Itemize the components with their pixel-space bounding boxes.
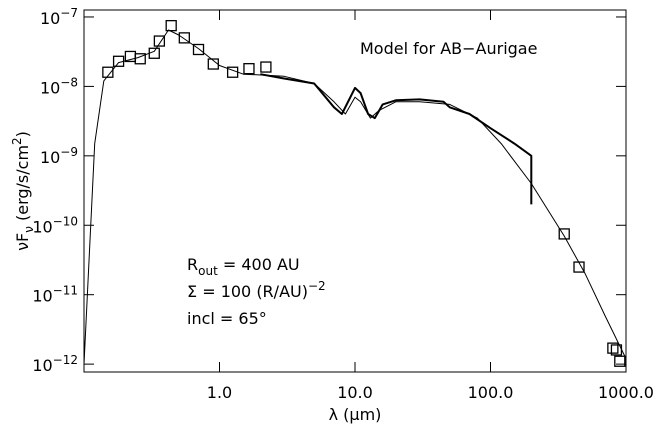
data-point xyxy=(207,58,219,70)
y-tick-label: 10−11​ xyxy=(32,284,78,306)
x-tick-label: 10.0 xyxy=(337,383,373,402)
annotation: incl = 65° xyxy=(187,309,267,328)
data-point xyxy=(558,228,570,240)
x-tick-label: 1.0 xyxy=(207,383,232,402)
annotation: Rout = 400 AU xyxy=(187,255,300,278)
y-tick-label: 10−9​ xyxy=(40,145,78,167)
data-point xyxy=(134,53,146,65)
y-axis-label: νFν (erg/s/cm2) xyxy=(10,131,36,251)
data-point xyxy=(243,63,255,75)
data-point xyxy=(260,61,272,73)
x-axis-label: λ (μm) xyxy=(329,405,382,424)
data-point xyxy=(226,66,239,78)
x-tick-label: 100.0 xyxy=(468,383,514,402)
y-tick-label: 10−10​ xyxy=(32,214,78,236)
data-point xyxy=(153,35,166,47)
annotation: Model for AB−Aurigae xyxy=(360,39,537,58)
data-point xyxy=(610,344,623,356)
data-point xyxy=(148,47,160,59)
data-point xyxy=(614,355,626,367)
y-tick-label: 10−7​ xyxy=(40,6,78,28)
data-point xyxy=(165,19,177,32)
plot-frame xyxy=(83,9,627,373)
data-point xyxy=(178,32,190,44)
sed-line xyxy=(83,29,627,365)
data-point xyxy=(112,55,125,67)
data-point xyxy=(192,43,205,56)
data-point xyxy=(607,342,619,354)
x-tick-label: 1000.0 xyxy=(598,383,654,402)
sed-line xyxy=(260,73,533,205)
data-point xyxy=(573,261,585,273)
y-tick-label: 10−8​ xyxy=(40,75,78,97)
y-tick-label: 10−12​ xyxy=(32,353,78,375)
annotation: Σ = 100 (R/AU)−2​ xyxy=(187,279,326,301)
data-point xyxy=(102,66,114,78)
